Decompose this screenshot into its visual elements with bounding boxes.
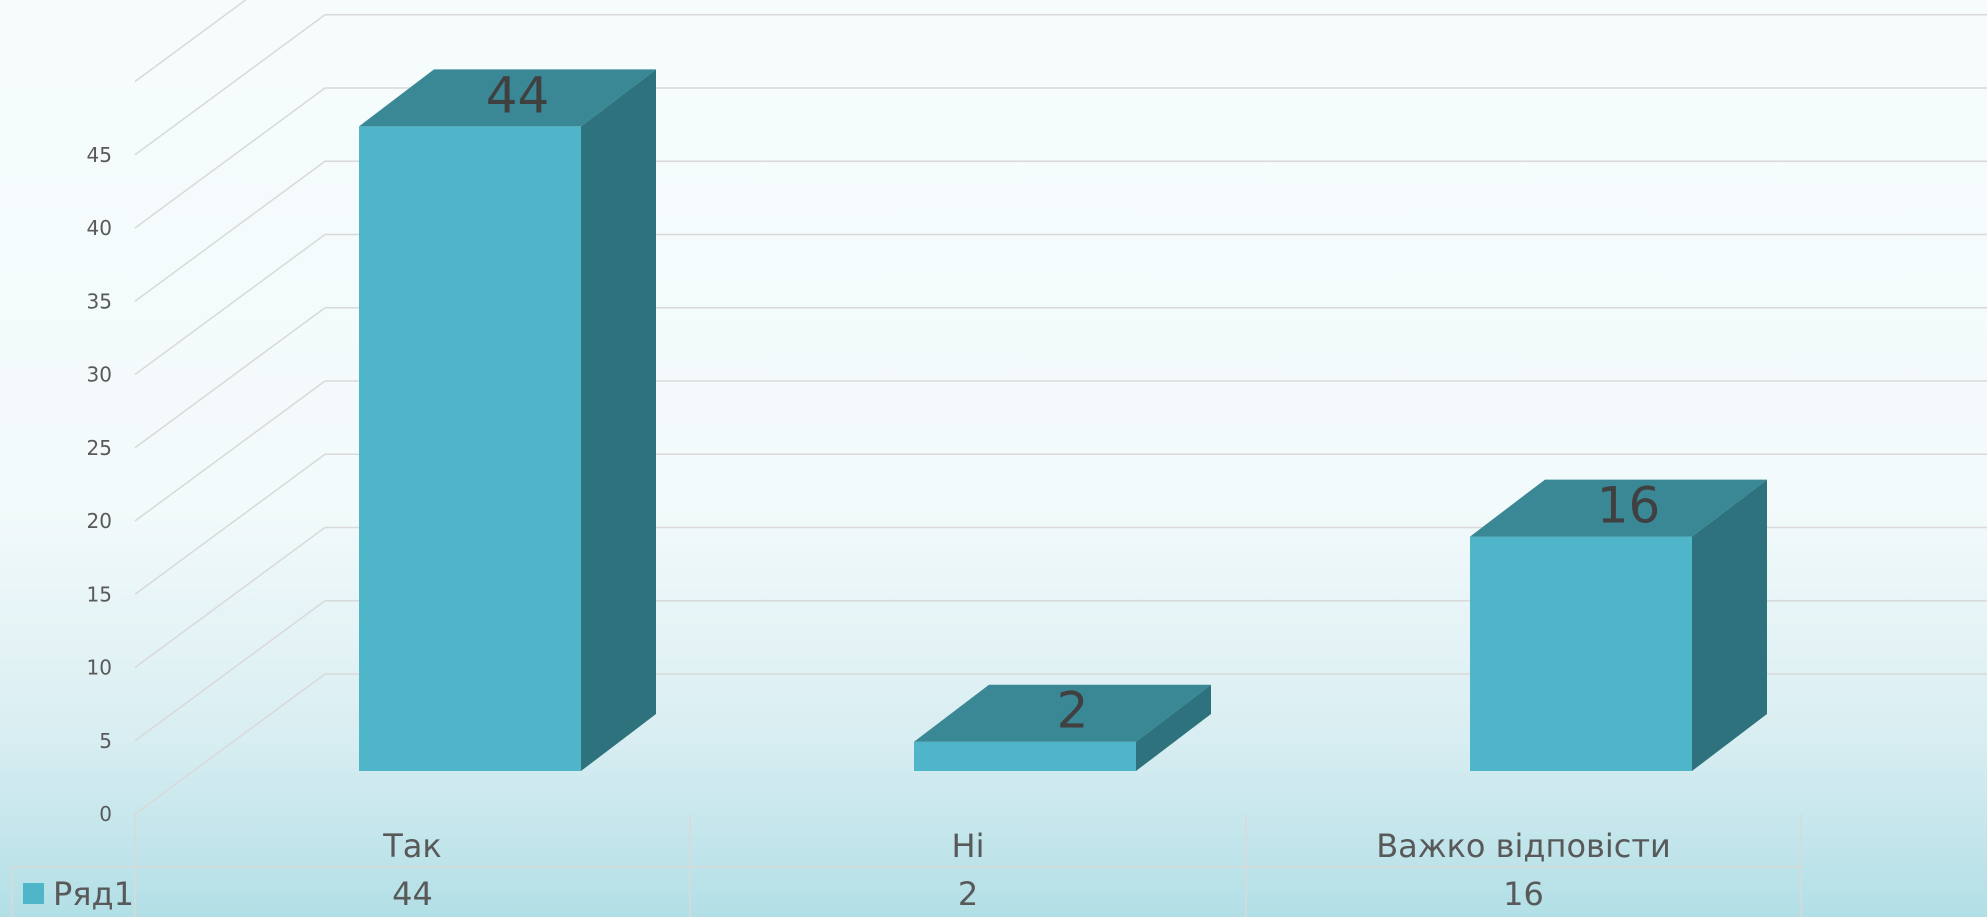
gridline-side bbox=[134, 160, 326, 302]
table-value: 16 bbox=[1503, 875, 1544, 913]
data-labels: 44 2 16 bbox=[486, 66, 1661, 739]
y-tick-label: 25 bbox=[87, 436, 112, 460]
gridline-side bbox=[134, 307, 326, 449]
bar bbox=[359, 69, 656, 771]
data-label: 44 bbox=[486, 66, 550, 124]
bar-side-face bbox=[581, 69, 656, 771]
category-label: Ні bbox=[952, 827, 985, 865]
bar bbox=[1470, 479, 1767, 771]
bars bbox=[359, 69, 1767, 771]
y-tick-label: 45 bbox=[87, 143, 112, 167]
bar-top-face bbox=[359, 69, 656, 127]
gridline-side bbox=[134, 526, 326, 669]
bar-front-face bbox=[359, 126, 581, 771]
data-label: 2 bbox=[1057, 682, 1089, 740]
gridline-side bbox=[134, 673, 326, 815]
legend-series-name: Ряд1 bbox=[53, 875, 134, 913]
y-tick-label: 0 bbox=[99, 802, 112, 826]
gridline-side bbox=[134, 233, 326, 376]
gridline-side bbox=[134, 87, 326, 229]
gridline-side bbox=[134, 380, 326, 522]
y-tick-label: 20 bbox=[87, 509, 112, 533]
y-tick-label: 40 bbox=[87, 216, 112, 240]
bar-front-face bbox=[1470, 536, 1692, 771]
bar-top-face bbox=[1470, 479, 1767, 537]
legend-swatch bbox=[23, 883, 44, 904]
table-value: 44 bbox=[392, 875, 433, 913]
bar-side-face bbox=[1692, 479, 1767, 771]
category-label: Важко відповісти bbox=[1376, 827, 1671, 865]
gridline-side bbox=[134, 14, 326, 156]
gridline-side bbox=[134, 0, 247, 83]
y-tick-label: 30 bbox=[87, 363, 112, 387]
table-value: 2 bbox=[958, 875, 978, 913]
bar-front-face bbox=[914, 741, 1136, 771]
bar-top-face bbox=[914, 684, 1211, 742]
category-label: Так bbox=[382, 827, 441, 865]
y-tick-label: 35 bbox=[87, 289, 112, 313]
y-tick-label: 10 bbox=[87, 656, 112, 680]
y-axis-ticks: 0 5 10 15 20 25 30 35 40 45 bbox=[87, 143, 112, 826]
gridline-side bbox=[134, 600, 326, 742]
gridline-side bbox=[134, 453, 326, 595]
data-table: Так Ні Важко відповісти Ряд1 44 2 16 bbox=[11, 814, 1802, 917]
bar-side-face bbox=[1136, 684, 1211, 771]
data-label: 16 bbox=[1597, 477, 1661, 535]
bar bbox=[914, 684, 1211, 771]
y-tick-label: 15 bbox=[87, 582, 112, 606]
y-tick-label: 5 bbox=[99, 729, 112, 753]
